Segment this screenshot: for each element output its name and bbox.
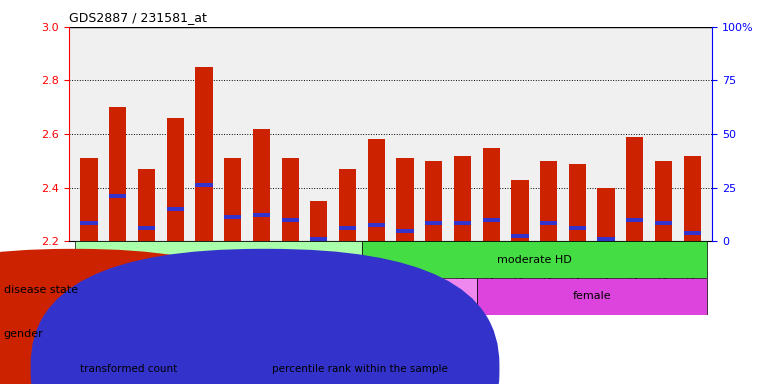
- Text: GDS2887 / 231581_at: GDS2887 / 231581_at: [69, 11, 207, 24]
- Bar: [368, 223, 385, 227]
- Bar: [483, 147, 500, 242]
- Text: female: female: [572, 291, 611, 301]
- Bar: [568, 226, 586, 230]
- Bar: [138, 169, 155, 242]
- Bar: [627, 137, 643, 242]
- Bar: [397, 228, 414, 233]
- Bar: [167, 118, 184, 242]
- Bar: [310, 201, 328, 242]
- Bar: [218, 278, 362, 315]
- Bar: [512, 180, 529, 242]
- Bar: [425, 220, 443, 225]
- Bar: [627, 218, 643, 222]
- Bar: [75, 242, 362, 278]
- Text: control: control: [199, 255, 237, 265]
- Bar: [362, 242, 706, 278]
- Bar: [362, 278, 476, 315]
- Bar: [75, 278, 218, 315]
- Bar: [282, 158, 299, 242]
- Bar: [597, 237, 615, 241]
- Bar: [195, 67, 213, 242]
- Bar: [425, 161, 443, 242]
- Bar: [339, 169, 356, 242]
- Text: percentile rank within the sample: percentile rank within the sample: [272, 364, 448, 374]
- Bar: [339, 226, 356, 230]
- Bar: [110, 107, 126, 242]
- Bar: [310, 237, 328, 241]
- Bar: [368, 139, 385, 242]
- Text: disease state: disease state: [4, 285, 78, 295]
- Bar: [110, 194, 126, 198]
- Bar: [195, 183, 213, 187]
- Bar: [253, 212, 270, 217]
- Bar: [483, 218, 500, 222]
- Bar: [453, 156, 471, 242]
- Text: female: female: [271, 291, 309, 301]
- Bar: [453, 220, 471, 225]
- Bar: [597, 188, 615, 242]
- Bar: [540, 161, 558, 242]
- Bar: [655, 161, 673, 242]
- Bar: [282, 218, 299, 222]
- Bar: [167, 207, 184, 211]
- Bar: [253, 129, 270, 242]
- Text: transformed count: transformed count: [80, 364, 178, 374]
- Text: moderate HD: moderate HD: [497, 255, 571, 265]
- Bar: [540, 220, 558, 225]
- Text: male: male: [133, 291, 160, 301]
- Bar: [683, 231, 701, 235]
- Bar: [655, 220, 673, 225]
- Bar: [397, 158, 414, 242]
- Text: male: male: [405, 291, 434, 301]
- Bar: [80, 158, 98, 242]
- Bar: [512, 234, 529, 238]
- Bar: [683, 156, 701, 242]
- Text: gender: gender: [4, 329, 44, 339]
- Bar: [224, 215, 241, 219]
- Bar: [568, 164, 586, 242]
- Bar: [476, 278, 706, 315]
- Bar: [138, 226, 155, 230]
- Bar: [224, 158, 241, 242]
- Bar: [80, 220, 98, 225]
